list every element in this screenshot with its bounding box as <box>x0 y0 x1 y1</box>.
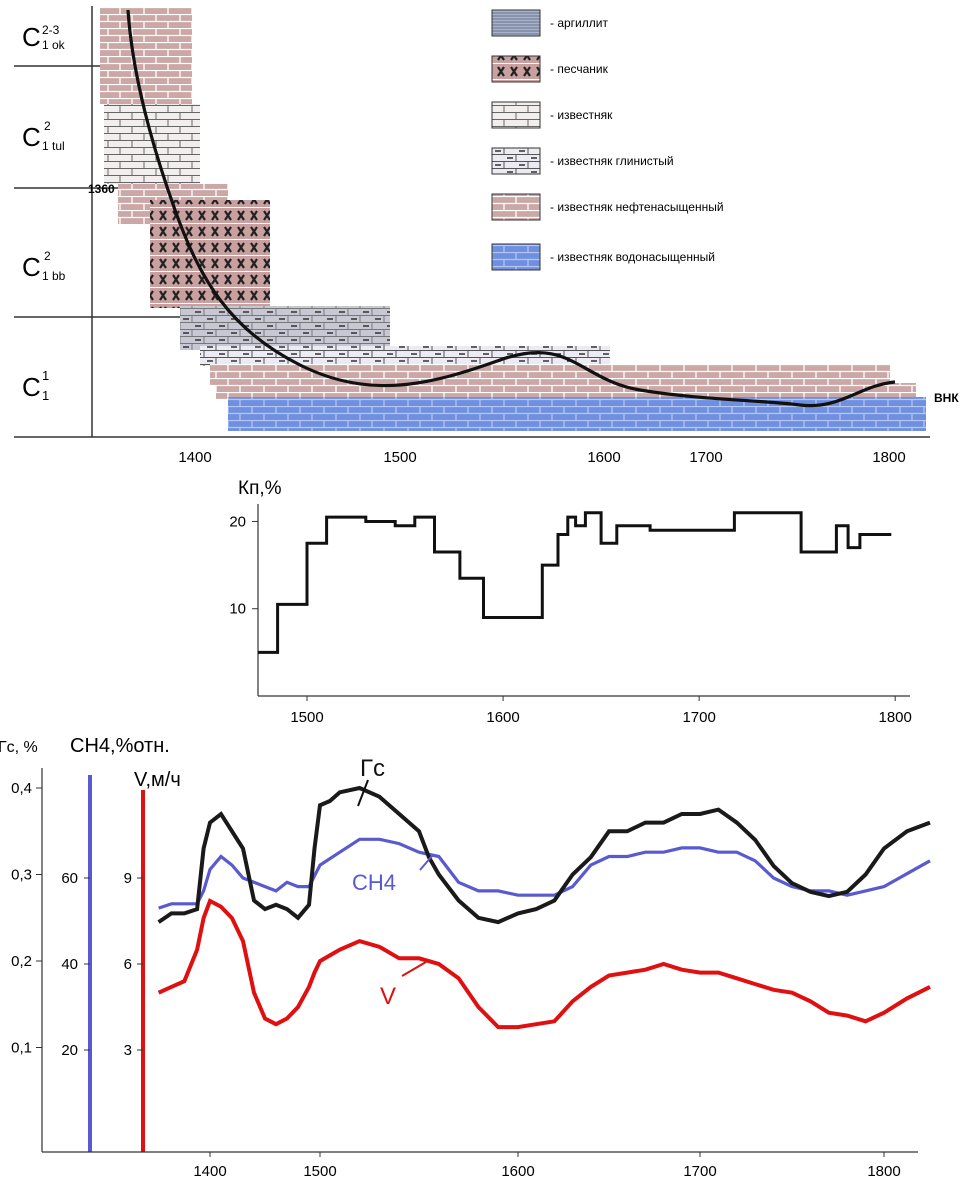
ch4-annotation: CH4 <box>352 870 396 895</box>
strat-unit-label: C 2 1 bb <box>22 249 66 283</box>
wnk-label: ВНК <box>934 391 959 405</box>
strat-sub: 1 ok <box>42 38 66 52</box>
strat-base: C <box>22 22 41 52</box>
legend-swatch-clay-limestone <box>491 147 541 175</box>
v-annotation-leader <box>401 961 427 977</box>
layer-limestone-oil <box>210 364 890 386</box>
strat-unit-label: C 2-3 1 ok <box>22 22 66 52</box>
well-trajectory <box>126 9 896 408</box>
x-tick: 1700 <box>689 449 722 466</box>
x-tick: 1600 <box>587 449 620 466</box>
layer-limestone-water <box>228 397 926 431</box>
v-axis-label: V,м/ч <box>134 769 181 791</box>
strat-labels: C 2-3 1 ok C 2 1 tul C 2 1 bb C 1 1 <box>22 22 66 403</box>
gc-tick: 0,2 <box>11 953 32 970</box>
strat-unit-label: C 1 1 <box>22 368 49 403</box>
gc-series-line <box>157 785 931 925</box>
kp-x-tick: 1600 <box>486 709 519 726</box>
ch4-tick: 40 <box>61 956 78 973</box>
gas-x-tick: 1400 <box>193 1163 226 1180</box>
strat-sub: 1 tul <box>42 139 65 153</box>
strat-sup: 2 <box>44 249 51 263</box>
legend-swatch-argillite <box>491 9 541 37</box>
layer-limestone-oil <box>100 8 192 104</box>
layer-sandstone <box>150 200 270 308</box>
ch4-tick: 20 <box>61 1042 78 1059</box>
legend-label: - известняк глинистый <box>550 154 674 168</box>
legend-label: - известняк водонасыщенный <box>550 250 715 264</box>
ch4-axis-label: CH4,%отн. <box>70 735 170 757</box>
gas-x-tick: 1500 <box>303 1163 336 1180</box>
depth-marker: 1360 <box>88 182 115 196</box>
gas-x-tick: 1800 <box>867 1163 900 1180</box>
legend-swatch-water-limestone <box>491 243 541 271</box>
kp-y-tick: 20 <box>229 513 246 530</box>
layer-clay-limestone <box>180 306 390 350</box>
x-tick: 1500 <box>383 449 416 466</box>
layer-limestone-oil <box>216 383 916 399</box>
ch4-annotation-leader <box>419 855 433 871</box>
legend-swatch-oil-limestone <box>491 193 541 221</box>
lithology-section: C 2-3 1 ok C 2 1 tul C 2 1 bb C 1 1 1360… <box>14 6 959 466</box>
v-tick: 3 <box>124 1042 132 1059</box>
gc-annotation-leader <box>357 779 369 807</box>
layer-clay-limestone <box>200 346 610 366</box>
legend-swatch-sandstone <box>491 55 541 83</box>
strat-base: C <box>22 372 41 402</box>
kp-y-label: Кп,% <box>238 478 282 499</box>
strat-base: C <box>22 252 41 282</box>
legend-label: - аргиллит <box>550 16 608 30</box>
legend-swatch-limestone <box>491 101 541 129</box>
gas-log-chart: Гс, % CH4,%отн. V,м/ч 1400 1500 1600 1700 18… <box>0 735 931 1180</box>
x-tick: 1400 <box>178 449 211 466</box>
legend-label: - известняк нефтенасыщенный <box>550 200 724 214</box>
section-x-ticks: 1400 1500 1600 1700 1800 <box>178 449 905 466</box>
legend: - аргиллит - песчаник - известняк - изве… <box>491 9 724 271</box>
porosity-chart: Кп,% 1500 1600 1700 1800 10 20 <box>229 478 912 726</box>
strat-base: C <box>22 122 41 152</box>
gas-x-tick: 1700 <box>683 1163 716 1180</box>
legend-label: - известняк <box>550 108 613 122</box>
gc-tick: 0,4 <box>11 780 32 797</box>
gc-tick: 0,3 <box>11 867 32 884</box>
kp-x-tick: 1800 <box>879 709 912 726</box>
kp-y-tick: 10 <box>229 601 246 618</box>
kp-x-tick: 1700 <box>682 709 715 726</box>
v-annotation: V <box>380 983 396 1010</box>
v-tick: 6 <box>124 956 132 973</box>
strat-sub: 1 bb <box>42 269 66 283</box>
v-series-line <box>157 898 931 1030</box>
gc-axis-label: Гс, % <box>0 739 38 756</box>
ch4-series-line <box>158 837 931 910</box>
gc-annotation: Гс <box>360 755 385 782</box>
strat-sup: 2-3 <box>42 23 60 37</box>
v-tick: 9 <box>124 870 132 887</box>
kp-series-line <box>258 511 892 654</box>
strat-sup: 2 <box>44 119 51 133</box>
gc-tick: 0,1 <box>11 1040 32 1057</box>
legend-label: - песчаник <box>550 62 609 76</box>
strat-sup: 1 <box>42 368 49 383</box>
kp-x-tick: 1500 <box>290 709 323 726</box>
gas-x-tick: 1600 <box>501 1163 534 1180</box>
strat-sub: 1 <box>42 388 49 403</box>
x-tick: 1800 <box>872 449 905 466</box>
strat-unit-label: C 2 1 tul <box>22 119 65 153</box>
ch4-tick: 60 <box>61 870 78 887</box>
